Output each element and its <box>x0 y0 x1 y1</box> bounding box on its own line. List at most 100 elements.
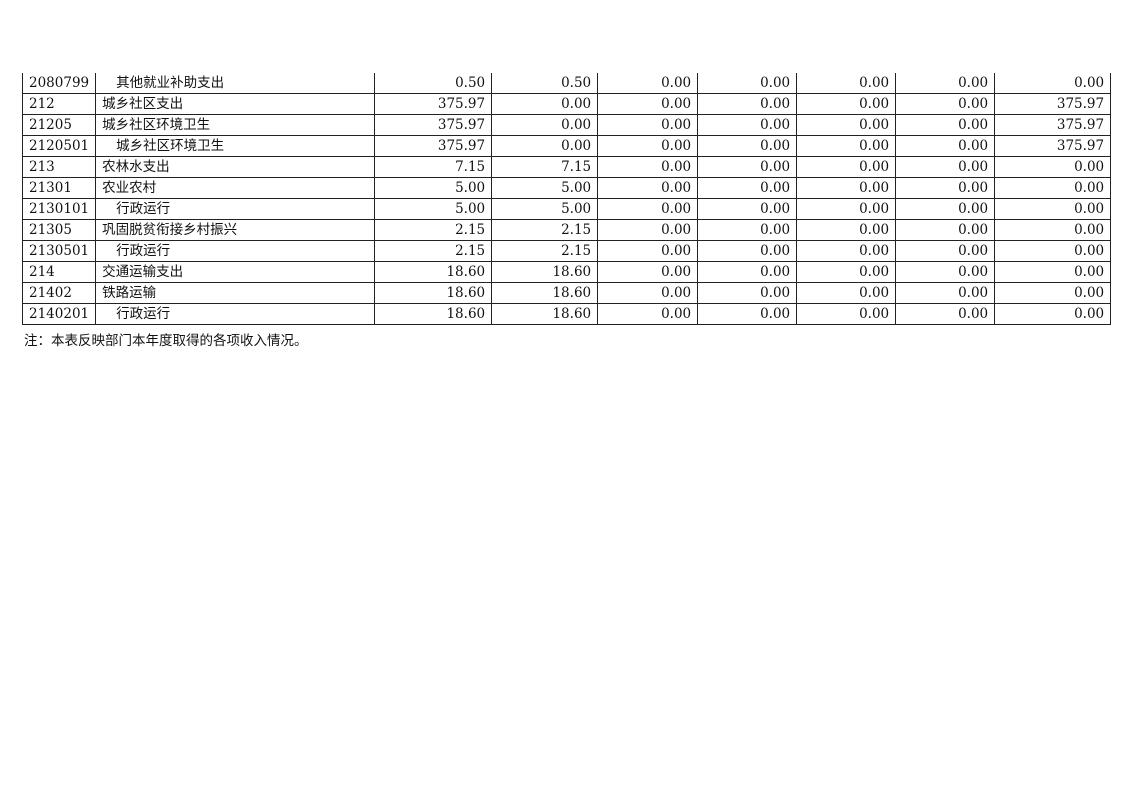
row-value: 0.00 <box>697 261 798 283</box>
row-value: 0.00 <box>597 282 699 304</box>
row-code: 2080799 <box>21 73 97 94</box>
row-value: 0.00 <box>895 198 996 220</box>
row-value: 0.00 <box>697 156 798 178</box>
row-value: 0.00 <box>597 114 699 136</box>
row-value: 375.97 <box>994 114 1112 136</box>
row-code: 2140201 <box>21 303 97 325</box>
row-value: 0.00 <box>697 177 798 199</box>
table-row: 21205 城乡社区环境卫生 375.97 0.00 0.00 0.00 0.00 0.00 3… <box>21 114 1112 136</box>
row-value: 0.00 <box>895 240 996 262</box>
row-value: 0.00 <box>697 135 798 157</box>
row-value: 0.00 <box>895 114 996 136</box>
row-value: 18.60 <box>491 261 599 283</box>
row-code: 2120501 <box>21 135 97 157</box>
row-value: 0.00 <box>597 240 699 262</box>
row-value: 0.00 <box>994 303 1112 325</box>
row-code: 2130101 <box>21 198 97 220</box>
row-value: 0.00 <box>895 73 996 94</box>
row-value: 0.00 <box>796 93 897 115</box>
row-name: 铁路运输 <box>95 282 376 304</box>
row-value: 2.15 <box>491 219 599 241</box>
row-value: 0.00 <box>895 261 996 283</box>
table-row: 212 城乡社区支出 375.97 0.00 0.00 0.00 0.00 0.00 375.9… <box>21 93 1112 115</box>
row-value: 0.00 <box>597 219 699 241</box>
row-value: 0.00 <box>597 261 699 283</box>
row-value: 0.00 <box>796 177 897 199</box>
row-value: 0.00 <box>597 198 699 220</box>
row-value: 7.15 <box>374 156 493 178</box>
row-value: 2.15 <box>374 219 493 241</box>
row-value: 375.97 <box>374 135 493 157</box>
row-name: 城乡社区环境卫生 <box>95 135 376 157</box>
row-value: 0.00 <box>994 177 1112 199</box>
row-name: 行政运行 <box>95 303 376 325</box>
row-value: 0.00 <box>796 240 897 262</box>
table-row: 2120501 城乡社区环境卫生 375.97 0.00 0.00 0.00 0.00 0.0… <box>21 135 1112 157</box>
row-value: 0.00 <box>491 114 599 136</box>
row-value: 5.00 <box>491 177 599 199</box>
row-value: 0.00 <box>895 219 996 241</box>
row-value: 5.00 <box>374 177 493 199</box>
row-value: 18.60 <box>374 282 493 304</box>
row-value: 0.00 <box>796 135 897 157</box>
table-row: 21305 巩固脱贫衔接乡村振兴 2.15 2.15 0.00 0.00 0.00 0.00 0… <box>21 219 1112 241</box>
row-value: 0.00 <box>895 177 996 199</box>
row-value: 0.00 <box>697 219 798 241</box>
table-row: 2080799 其他就业补助支出 0.50 0.50 0.00 0.00 0.00 0.00 0… <box>21 73 1112 94</box>
row-value: 0.00 <box>597 156 699 178</box>
row-value: 0.00 <box>597 135 699 157</box>
row-name: 农业农村 <box>95 177 376 199</box>
row-value: 0.00 <box>994 282 1112 304</box>
row-value: 0.00 <box>597 93 699 115</box>
row-value: 0.00 <box>697 73 798 94</box>
row-value: 0.00 <box>796 219 897 241</box>
row-value: 0.00 <box>697 93 798 115</box>
row-code: 212 <box>21 93 97 115</box>
row-value: 0.00 <box>597 73 699 94</box>
row-value: 0.00 <box>697 114 798 136</box>
row-code: 214 <box>21 261 97 283</box>
table-note: 注：本表反映部门本年度取得的各项收入情况。 <box>24 333 308 349</box>
row-value: 0.00 <box>994 240 1112 262</box>
row-value: 18.60 <box>374 303 493 325</box>
row-value: 0.00 <box>994 198 1112 220</box>
row-value: 0.00 <box>697 303 798 325</box>
row-value: 0.00 <box>895 156 996 178</box>
row-code: 21301 <box>21 177 97 199</box>
row-value: 375.97 <box>374 93 493 115</box>
row-value: 0.00 <box>994 156 1112 178</box>
row-value: 0.00 <box>895 303 996 325</box>
row-value: 0.00 <box>697 282 798 304</box>
row-value: 0.00 <box>895 135 996 157</box>
row-value: 0.00 <box>796 73 897 94</box>
table-row: 214 交通运输支出 18.60 18.60 0.00 0.00 0.00 0.00 0.00 <box>21 261 1112 283</box>
table-row: 213 农林水支出 7.15 7.15 0.00 0.00 0.00 0.00 0.00 <box>21 156 1112 178</box>
row-value: 0.00 <box>796 114 897 136</box>
row-code: 213 <box>21 156 97 178</box>
row-name: 巩固脱贫衔接乡村振兴 <box>95 219 376 241</box>
row-value: 0.00 <box>994 73 1112 94</box>
row-value: 5.00 <box>491 198 599 220</box>
row-value: 7.15 <box>491 156 599 178</box>
row-value: 375.97 <box>994 135 1112 157</box>
row-value: 18.60 <box>491 303 599 325</box>
row-value: 0.00 <box>697 198 798 220</box>
row-code: 2130501 <box>21 240 97 262</box>
row-value: 0.50 <box>374 73 493 94</box>
table-body: 2080799 其他就业补助支出 0.50 0.50 0.00 0.00 0.00 0.00 0… <box>21 73 1112 325</box>
row-value: 0.50 <box>491 73 599 94</box>
row-value: 0.00 <box>491 135 599 157</box>
row-value: 0.00 <box>994 219 1112 241</box>
row-value: 0.00 <box>491 93 599 115</box>
row-name: 城乡社区支出 <box>95 93 376 115</box>
row-name: 行政运行 <box>95 240 376 262</box>
row-name: 行政运行 <box>95 198 376 220</box>
row-value: 0.00 <box>895 93 996 115</box>
table-row: 2140201 行政运行 18.60 18.60 0.00 0.00 0.00 0.00 0.0… <box>21 303 1112 325</box>
row-code: 21402 <box>21 282 97 304</box>
row-code: 21305 <box>21 219 97 241</box>
row-name: 农林水支出 <box>95 156 376 178</box>
row-code: 21205 <box>21 114 97 136</box>
row-value: 0.00 <box>796 282 897 304</box>
table-row: 21402 铁路运输 18.60 18.60 0.00 0.00 0.00 0.00 0.00 <box>21 282 1112 304</box>
